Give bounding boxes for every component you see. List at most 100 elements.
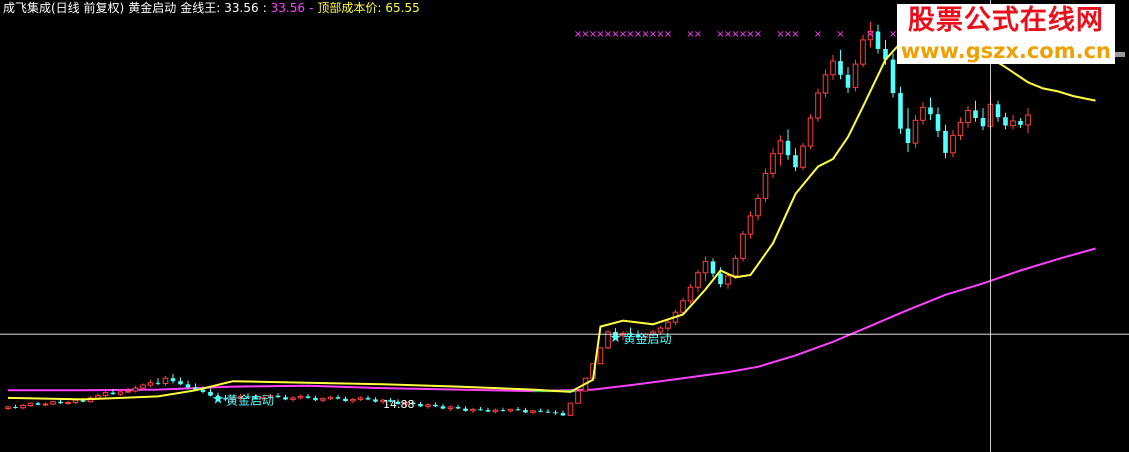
candle [365,395,371,401]
candle [237,394,244,401]
x-marker: × [664,29,672,40]
x-marker: × [866,29,874,40]
candle [433,402,438,407]
candle [890,53,896,98]
candle [807,114,814,150]
candle [208,388,213,397]
watermark-line1: 股票公式在线网 [896,4,1115,38]
candle [657,325,664,335]
candle [388,397,393,403]
candle [178,377,183,385]
x-marker: × [739,29,747,40]
candle [995,100,1001,122]
candle [223,394,228,401]
candle [1018,118,1023,128]
watermark-logo: 股票公式在线网 www.gszx.com.cn [896,4,1115,64]
candle [440,404,446,410]
x-marker: × [596,29,604,40]
candle [852,59,859,92]
candle [125,388,131,394]
candle [875,24,881,54]
candle [507,408,514,413]
candle [800,143,806,171]
candle [283,394,288,401]
x-marker: × [836,29,844,40]
candle [425,403,431,409]
candle [140,383,146,391]
candle [402,401,409,407]
x-marker: × [604,29,612,40]
candle [710,258,716,278]
gold-line-label: 金线王: [180,1,221,15]
candle [1003,112,1008,130]
candle [838,49,843,80]
candle [665,319,671,332]
gold-line-value-2: 33.56 [270,1,306,15]
candle [500,407,506,412]
candle [320,397,326,403]
candle [117,390,124,396]
candle [575,390,581,404]
candle [253,394,258,400]
signal-star-icon: ★ [609,330,622,346]
candle [492,408,499,414]
x-marker: × [791,29,799,40]
x-marker: × [814,29,822,40]
candle [905,108,911,153]
x-marker: × [626,29,634,40]
top-cost-label: 顶部成本价: [317,1,382,15]
x-marker: × [731,29,739,40]
candle [335,394,341,400]
gold-line-value: 33.56 [224,1,259,15]
candle [327,395,334,401]
candle [747,211,754,239]
signal-label: 黄金启动 [624,331,672,346]
candle [530,410,536,414]
x-marker: × [634,29,642,40]
candle [275,393,281,398]
candle [58,399,63,404]
indicator-name: 黄金启动 [128,1,177,15]
candle [357,396,364,401]
candle [290,396,296,402]
candle [950,130,956,158]
x-marker: × [716,29,724,40]
candle [538,408,543,413]
candle [42,402,49,407]
stock-title: 成飞集成(日线 前复权) [3,1,125,15]
candle [695,269,701,292]
candle [687,284,694,304]
candle [155,378,161,385]
candle [267,394,274,399]
candle [245,393,251,399]
candle [1025,108,1031,134]
candle [297,394,304,400]
candle [567,402,574,416]
cost-line [8,247,1096,393]
candle [777,135,784,166]
candle [185,380,191,389]
candle [755,193,761,221]
candle [132,385,139,393]
candle [725,273,731,289]
x-marker: × [686,29,694,40]
candle [860,34,866,68]
candle [470,407,476,414]
candle [553,410,558,415]
x-marker: × [611,29,619,40]
x-marker: × [589,29,597,40]
x-marker: × [724,29,732,40]
x-marker: × [574,29,582,40]
candle [912,115,919,149]
signal-label: 黄金启动 [226,392,274,407]
x-marker: × [776,29,784,40]
candle [898,86,903,134]
candle [928,97,933,121]
candle [523,407,528,414]
candle [478,407,483,411]
candle [867,21,874,48]
chart-header: 成飞集成(日线 前复权) 黄金启动 金线王: 33.56:33.56- 顶部成本价: 65… [3,1,424,15]
candle [560,410,566,417]
candle [65,401,71,405]
